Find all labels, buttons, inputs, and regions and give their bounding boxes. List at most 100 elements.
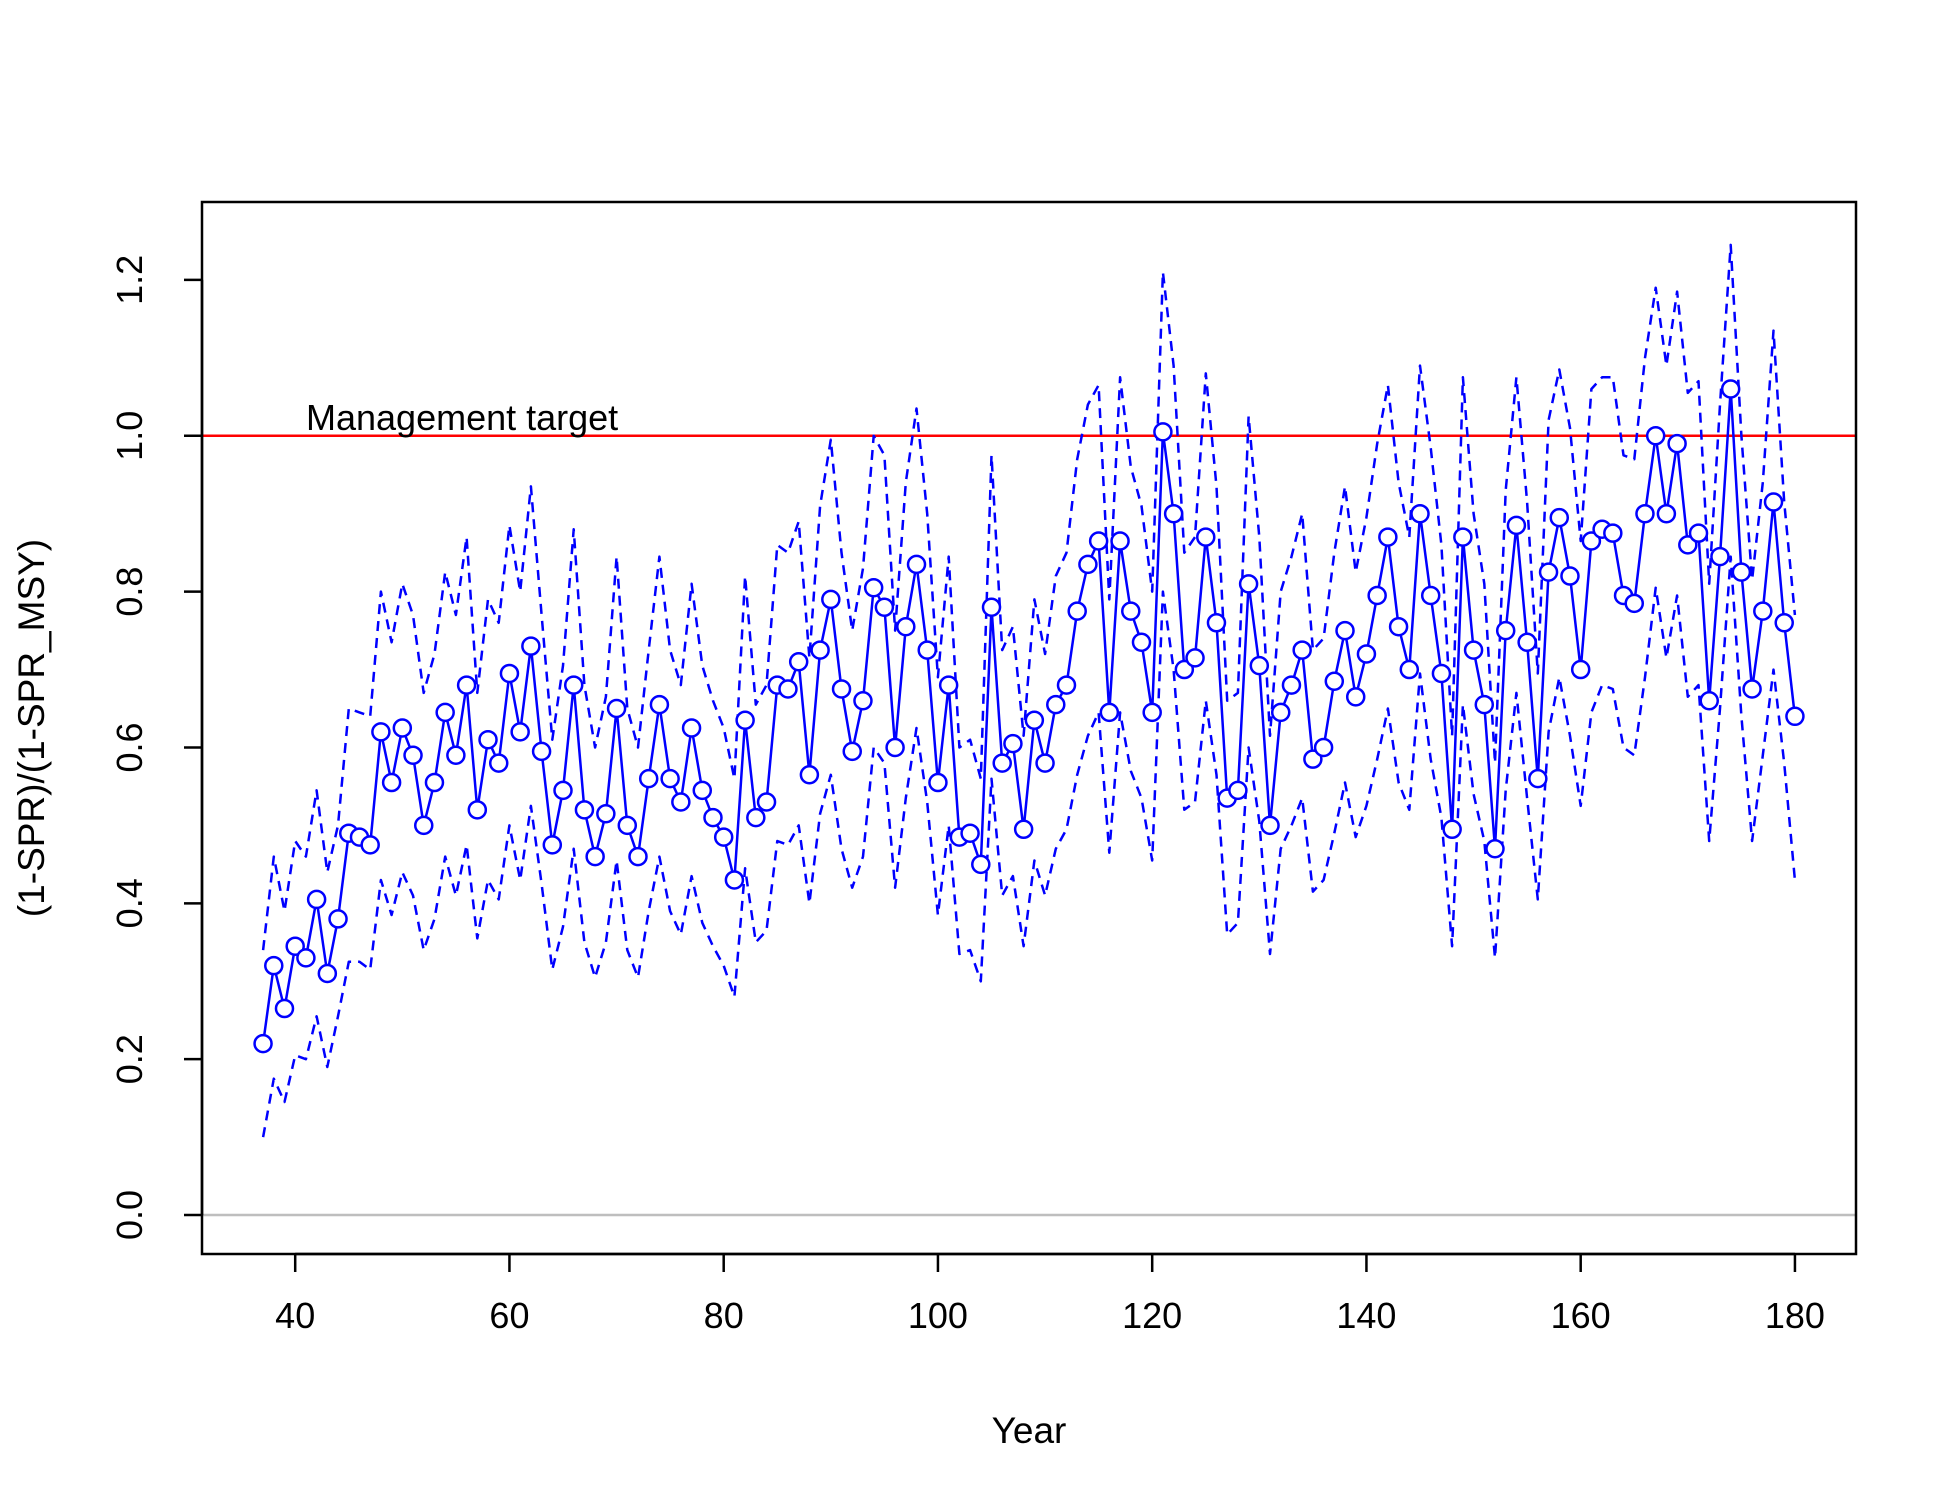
data-point bbox=[874, 597, 895, 617]
data-point bbox=[1270, 702, 1291, 723]
data-point bbox=[1710, 546, 1730, 567]
data-point bbox=[392, 718, 413, 738]
data-point bbox=[917, 640, 937, 660]
data-point bbox=[1367, 585, 1387, 606]
data-point bbox=[1013, 819, 1034, 840]
data-point bbox=[928, 772, 948, 793]
data-point bbox=[1067, 601, 1087, 621]
data-point bbox=[1110, 531, 1130, 551]
data-point bbox=[735, 710, 755, 730]
data-point bbox=[381, 772, 402, 793]
data-point bbox=[628, 846, 648, 867]
data-point bbox=[778, 679, 798, 699]
data-point bbox=[446, 745, 466, 766]
data-point bbox=[1078, 554, 1098, 575]
data-point bbox=[1196, 527, 1216, 547]
data-point bbox=[1720, 379, 1741, 399]
data-point bbox=[1303, 749, 1323, 769]
data-point bbox=[1099, 702, 1120, 723]
data-point bbox=[1324, 671, 1345, 691]
data-point bbox=[831, 679, 852, 699]
data-point bbox=[1549, 507, 1570, 528]
data-point bbox=[960, 823, 980, 843]
y-tick-label: 0.8 bbox=[109, 567, 150, 617]
data-point bbox=[521, 636, 541, 656]
data-point bbox=[1153, 422, 1173, 442]
data-point bbox=[1442, 819, 1462, 840]
data-point bbox=[531, 741, 552, 762]
data-point bbox=[563, 675, 584, 695]
reference-lines bbox=[202, 434, 1856, 1217]
data-point bbox=[1163, 503, 1184, 524]
data-point bbox=[274, 998, 295, 1019]
data-point bbox=[853, 690, 873, 711]
y-axis-label: (1-SPR)/(1-SPR_MSY) bbox=[11, 539, 52, 917]
data-point bbox=[1335, 620, 1355, 641]
data-point bbox=[1356, 644, 1377, 664]
data-point bbox=[1131, 632, 1152, 653]
data-point bbox=[1453, 527, 1473, 547]
data-point bbox=[1249, 655, 1270, 676]
lower-bound-line bbox=[261, 555, 1797, 1138]
data-point bbox=[1399, 659, 1420, 680]
data-point bbox=[1088, 531, 1109, 551]
data-point bbox=[1560, 566, 1580, 586]
data-point bbox=[424, 772, 445, 793]
data-point bbox=[1281, 675, 1302, 695]
data-point bbox=[585, 846, 605, 867]
y-tick-label: 0.0 bbox=[109, 1190, 150, 1240]
data-point bbox=[810, 640, 830, 660]
data-point bbox=[1463, 640, 1484, 660]
data-point bbox=[478, 729, 498, 750]
data-point bbox=[296, 948, 316, 968]
data-point bbox=[746, 807, 766, 828]
x-axis-label: Year bbox=[992, 1410, 1067, 1451]
y-tick-label: 0.2 bbox=[109, 1034, 150, 1084]
data-point bbox=[285, 936, 305, 956]
data-point bbox=[1174, 659, 1195, 680]
data-point bbox=[1570, 659, 1591, 680]
data-point bbox=[1581, 531, 1602, 551]
data-point bbox=[1774, 613, 1794, 633]
data-point bbox=[842, 741, 862, 762]
data-point bbox=[1003, 733, 1023, 754]
data-point bbox=[981, 597, 1002, 617]
data-point bbox=[1517, 632, 1537, 653]
data-point bbox=[617, 815, 638, 836]
x-axis: 40 60 80 100 120 140 160 180 bbox=[275, 1252, 1825, 1336]
data-point bbox=[1699, 690, 1719, 711]
data-point bbox=[1785, 706, 1805, 727]
data-point bbox=[1238, 574, 1259, 594]
data-point bbox=[1474, 694, 1495, 715]
data-point bbox=[1056, 675, 1077, 695]
estimate-line bbox=[261, 387, 1797, 1044]
y-tick-label: 1.2 bbox=[109, 255, 150, 305]
data-point bbox=[756, 792, 777, 812]
data-point bbox=[1506, 515, 1527, 536]
data-point bbox=[264, 955, 284, 976]
data-point bbox=[660, 768, 680, 789]
data-point bbox=[1292, 640, 1312, 660]
data-point bbox=[499, 663, 520, 684]
data-point bbox=[435, 702, 455, 723]
data-point bbox=[1495, 620, 1516, 641]
data-point bbox=[510, 722, 530, 742]
x-tick-label: 40 bbox=[275, 1295, 315, 1336]
data-point bbox=[403, 745, 423, 766]
data-point bbox=[1538, 562, 1559, 582]
data-point bbox=[671, 792, 691, 812]
data-point bbox=[799, 765, 820, 785]
data-point bbox=[488, 753, 509, 773]
data-point bbox=[1742, 679, 1762, 699]
data-point bbox=[328, 909, 348, 929]
x-tick-label: 80 bbox=[704, 1295, 744, 1336]
x-tick-label: 180 bbox=[1765, 1295, 1825, 1336]
data-point bbox=[1142, 702, 1162, 723]
data-point bbox=[1731, 562, 1752, 582]
data-point bbox=[1035, 753, 1055, 773]
x-tick-label: 160 bbox=[1551, 1295, 1611, 1336]
data-point bbox=[1645, 426, 1666, 446]
data-point bbox=[1388, 616, 1409, 637]
data-point bbox=[1260, 815, 1280, 836]
